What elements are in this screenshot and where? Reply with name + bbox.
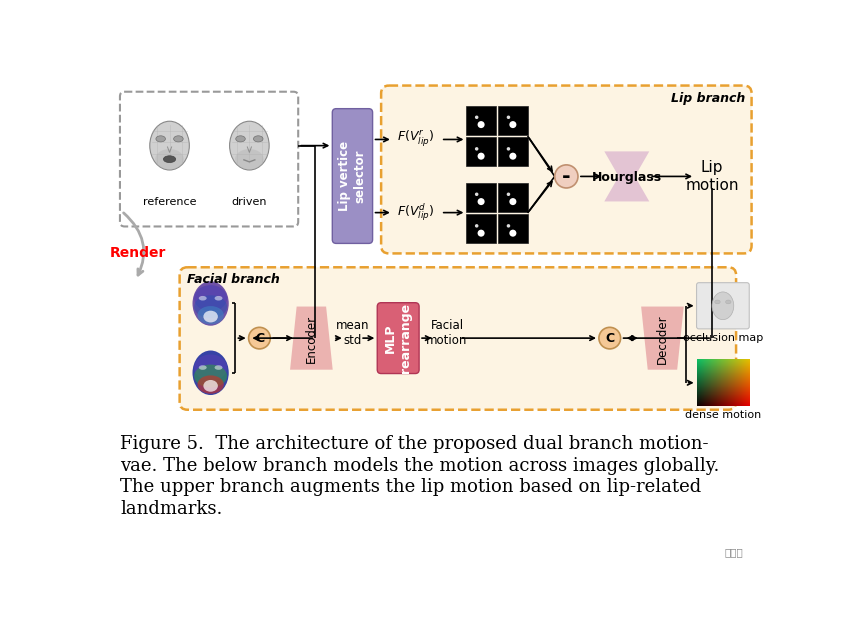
Circle shape xyxy=(477,153,485,160)
Bar xyxy=(466,106,496,135)
Ellipse shape xyxy=(194,354,227,380)
FancyBboxPatch shape xyxy=(120,92,298,226)
Text: -: - xyxy=(562,167,571,187)
Text: vae. The below branch models the motion across images globally.: vae. The below branch models the motion … xyxy=(120,457,719,474)
Circle shape xyxy=(510,230,516,237)
FancyBboxPatch shape xyxy=(332,109,372,244)
Circle shape xyxy=(555,165,578,188)
Text: Decoder: Decoder xyxy=(656,314,669,364)
FancyBboxPatch shape xyxy=(180,267,736,410)
FancyBboxPatch shape xyxy=(381,86,751,253)
Text: occlusion map: occlusion map xyxy=(683,333,763,343)
Text: landmarks.: landmarks. xyxy=(120,500,222,518)
Ellipse shape xyxy=(254,136,263,142)
Circle shape xyxy=(475,116,478,119)
Bar xyxy=(498,183,527,212)
Text: $F(V_{lip}^{r})$: $F(V_{lip}^{r})$ xyxy=(397,130,434,149)
Ellipse shape xyxy=(194,285,227,312)
Circle shape xyxy=(599,328,621,349)
Circle shape xyxy=(510,121,516,128)
Circle shape xyxy=(475,224,478,228)
Circle shape xyxy=(475,147,478,151)
Ellipse shape xyxy=(230,121,269,170)
Polygon shape xyxy=(290,307,332,370)
Ellipse shape xyxy=(194,295,227,318)
Bar xyxy=(498,137,527,167)
Text: C: C xyxy=(255,333,264,345)
Ellipse shape xyxy=(198,375,224,394)
Text: $F(V_{lip}^{d})$: $F(V_{lip}^{d})$ xyxy=(397,202,434,223)
Text: Lip branch: Lip branch xyxy=(671,92,745,105)
Circle shape xyxy=(507,147,510,151)
Ellipse shape xyxy=(192,350,229,395)
Text: MLP
rearrange: MLP rearrange xyxy=(384,303,412,373)
Ellipse shape xyxy=(215,296,222,301)
Ellipse shape xyxy=(156,136,165,142)
Circle shape xyxy=(477,121,485,128)
Circle shape xyxy=(248,328,271,349)
Bar xyxy=(498,106,527,135)
Ellipse shape xyxy=(715,300,720,304)
Ellipse shape xyxy=(164,156,176,163)
Ellipse shape xyxy=(174,136,183,142)
FancyBboxPatch shape xyxy=(696,282,750,329)
Text: Lip
motion: Lip motion xyxy=(685,160,739,193)
Ellipse shape xyxy=(198,296,207,301)
Ellipse shape xyxy=(194,364,227,387)
Ellipse shape xyxy=(204,380,218,392)
Ellipse shape xyxy=(150,121,189,170)
Circle shape xyxy=(477,198,485,205)
Circle shape xyxy=(510,198,516,205)
FancyBboxPatch shape xyxy=(377,303,419,373)
Bar xyxy=(466,183,496,212)
Text: Encoder: Encoder xyxy=(305,315,318,363)
Ellipse shape xyxy=(236,136,245,142)
Bar xyxy=(466,137,496,167)
Ellipse shape xyxy=(155,149,184,169)
Text: The upper branch augments the lip motion based on lip-related: The upper branch augments the lip motion… xyxy=(120,478,701,496)
Ellipse shape xyxy=(235,149,264,169)
Text: reference: reference xyxy=(142,197,196,207)
Circle shape xyxy=(507,116,510,119)
Polygon shape xyxy=(641,307,683,370)
Ellipse shape xyxy=(198,365,207,370)
Text: driven: driven xyxy=(232,197,267,207)
Text: dense motion: dense motion xyxy=(685,410,761,420)
Text: Hourglass: Hourglass xyxy=(592,172,661,184)
Ellipse shape xyxy=(198,306,224,324)
Circle shape xyxy=(477,230,485,237)
Text: Facial
motion: Facial motion xyxy=(427,319,468,347)
Polygon shape xyxy=(605,151,650,202)
Ellipse shape xyxy=(215,365,222,370)
Text: Lip vertice
selector: Lip vertice selector xyxy=(338,141,366,211)
Circle shape xyxy=(475,193,478,196)
Circle shape xyxy=(510,153,516,160)
Ellipse shape xyxy=(712,292,734,320)
Ellipse shape xyxy=(192,281,229,326)
Circle shape xyxy=(507,193,510,196)
Bar xyxy=(466,214,496,244)
Text: C: C xyxy=(605,333,614,345)
Ellipse shape xyxy=(204,310,218,322)
Circle shape xyxy=(507,224,510,228)
Text: Figure 5.  The architecture of the proposed dual branch motion-: Figure 5. The architecture of the propos… xyxy=(120,435,708,453)
Text: mean
std: mean std xyxy=(336,319,369,347)
Ellipse shape xyxy=(726,300,731,304)
Bar xyxy=(498,214,527,244)
Text: Facial branch: Facial branch xyxy=(187,273,280,286)
Text: Render: Render xyxy=(110,246,166,260)
Text: 新智元: 新智元 xyxy=(724,548,743,558)
